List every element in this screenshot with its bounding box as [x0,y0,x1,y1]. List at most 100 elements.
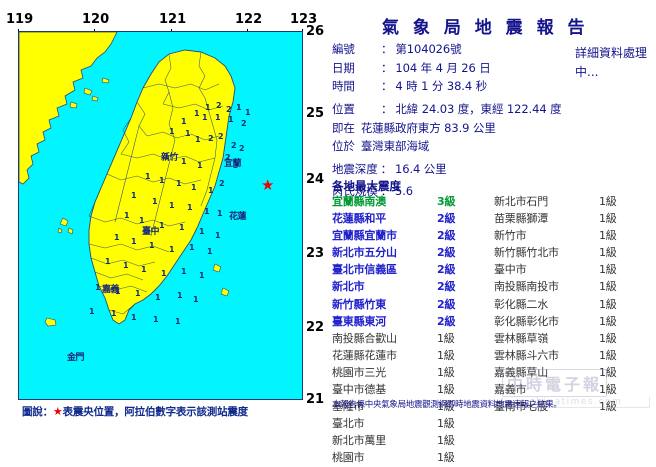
legend-star-icon: ★ [52,405,63,418]
station-intensity: 1 [169,201,175,210]
station-intensity: 1 [149,241,155,250]
station-intensity: 1 [217,209,223,218]
station-intensity: 2 [225,153,231,162]
intensity-level: 1級 [437,383,455,397]
station-intensity: 1 [131,313,137,322]
city-label: 宜蘭 [224,159,242,169]
table-row: 彰化縣二水 1級 [494,296,656,313]
intensity-place: 桃園市 [332,451,365,465]
table-row: 臺北市信義區 2級 [332,261,494,278]
intensity-column-right: 新北市石門 1級 苗栗縣獅潭 1級 新竹市 1級 新竹縣竹北市 1級 臺中市 1級 南投縣南投市 1級… [494,193,656,467]
station-intensity: 1 [169,127,175,136]
station-intensity: 1 [153,315,159,324]
intensity-level: 2級 [437,280,456,294]
table-row: 雲林縣斗六市 1級 [494,347,656,364]
station-intensity: 1 [205,103,211,112]
station-intensity: 2 [241,119,247,128]
station-intensity: 2 [226,105,232,114]
intensity-place: 嘉義縣草山 [494,365,548,379]
intensity-level: 1級 [599,212,617,226]
station-intensity: 1 [111,309,117,318]
table-row: 臺中市 1級 [494,261,656,278]
page-title: 氣 象 局 地 震 報 告 [382,18,589,38]
station-intensity: 2 [231,141,237,150]
intensity-level: 2級 [437,246,456,260]
intensity-place: 桃園市三光 [332,365,386,379]
intensity-level: 1級 [599,314,617,328]
intensity-table: 宜蘭縣南澳 3級 花蓮縣和平 2級 宜蘭縣宜蘭市 2級 新北市五分山 2級 臺北市信義區 2級 新北… [332,193,656,467]
station-intensity: 1 [202,113,208,122]
station-intensity: 1 [131,191,137,200]
meta-colon: ： [381,101,393,116]
intensity-place: 宜蘭縣南澳 [332,195,386,208]
table-row: 新竹縣竹北市 1級 [494,244,656,261]
table-row: 新北市五分山 2級 [332,244,494,261]
meta-row: 即在 花蓮縣政府東方 83.9 公里 [332,119,582,138]
meta-row: 位置 ：北緯 24.03 度，東經 122.44 度 [332,100,582,119]
lon-tick-120: 120 [82,12,110,27]
station-intensity: 1 [114,233,120,242]
lat-tick-21: 21 [306,392,325,407]
table-row: 彰化縣彰化市 1級 [494,313,656,330]
meta-key: 編號 [332,42,355,56]
station-intensity: 3 [233,161,239,170]
intensity-section-title: 各地最大震度 [332,179,401,193]
intensity-place: 彰化縣彰化市 [494,314,559,328]
meta-row: 日期 ： 104 年 4 月 26 日 [332,59,582,78]
intensity-place: 新竹縣竹北市 [494,246,559,260]
intensity-level: 1級 [599,383,617,397]
station-intensity: 1 [131,237,137,246]
intensity-level: 1級 [437,331,455,345]
intensity-level: 1級 [437,400,455,414]
station-intensity: 1 [169,245,175,254]
station-intensity: 1 [89,307,95,316]
intensity-level: 1級 [599,348,617,362]
table-row: 新竹縣竹東 2級 [332,296,494,313]
intensity-level: 1級 [437,365,455,379]
table-row: 嘉義市 1級 [494,381,656,398]
station-intensity: 1 [236,103,242,112]
intensity-place: 南投縣南投市 [494,280,559,294]
table-row: 臺東縣東河 2級 [332,313,494,330]
intensity-place: 嘉義市 [494,383,527,397]
station-intensity: 1 [185,129,191,138]
table-row: 桃園市三光 1級 [332,364,494,381]
station-intensity: 2 [216,101,222,110]
intensity-place: 臺中市 [494,263,527,277]
station-intensity: 1 [152,197,158,206]
station-intensity: 1 [159,221,165,230]
intensity-place: 新竹市 [494,229,527,243]
table-row: 南投縣合歡山 1級 [332,330,494,347]
station-intensity: 1 [145,172,151,181]
legend-prefix: 圖說： [22,406,53,418]
station-intensity: 1 [161,269,167,278]
intensity-level: 1級 [599,331,617,345]
city-label: 臺中 [142,227,160,237]
station-intensity: 1 [181,267,187,276]
intensity-place: 臺北市信義區 [332,263,397,277]
station-intensity: 1 [194,109,200,118]
station-intensity: 1 [199,271,205,280]
intensity-level: 2級 [437,229,456,243]
intensity-level: 1級 [599,280,617,294]
table-row: 苗栗縣獅潭 1級 [494,210,656,227]
intensity-level: 1級 [437,348,455,362]
table-row: 宜蘭縣宜蘭市 2級 [332,227,494,244]
table-row: 桃園市 1級 [332,449,494,466]
station-intensity: 1 [159,176,165,185]
intensity-level: 2級 [437,212,456,226]
city-label: 嘉義 [102,285,120,295]
station-intensity: 1 [175,317,181,326]
station-intensity: 1 [135,289,141,298]
intensity-level: 3級 [437,195,456,208]
intensity-place: 新竹縣竹東 [332,297,386,311]
map-svg [19,32,302,399]
earthquake-report-page: 119 120 121 122 123 26 25 24 23 22 21 [6,12,650,465]
station-intensity: 1 [245,108,251,117]
watermark-en-text: chinatimes.com [502,397,650,408]
intensity-level: 2級 [437,297,456,311]
station-intensity: 2 [219,179,225,188]
station-intensity: 2 [208,134,214,143]
meta-value: 4 時 1 分 38.4 秒 [395,79,488,94]
